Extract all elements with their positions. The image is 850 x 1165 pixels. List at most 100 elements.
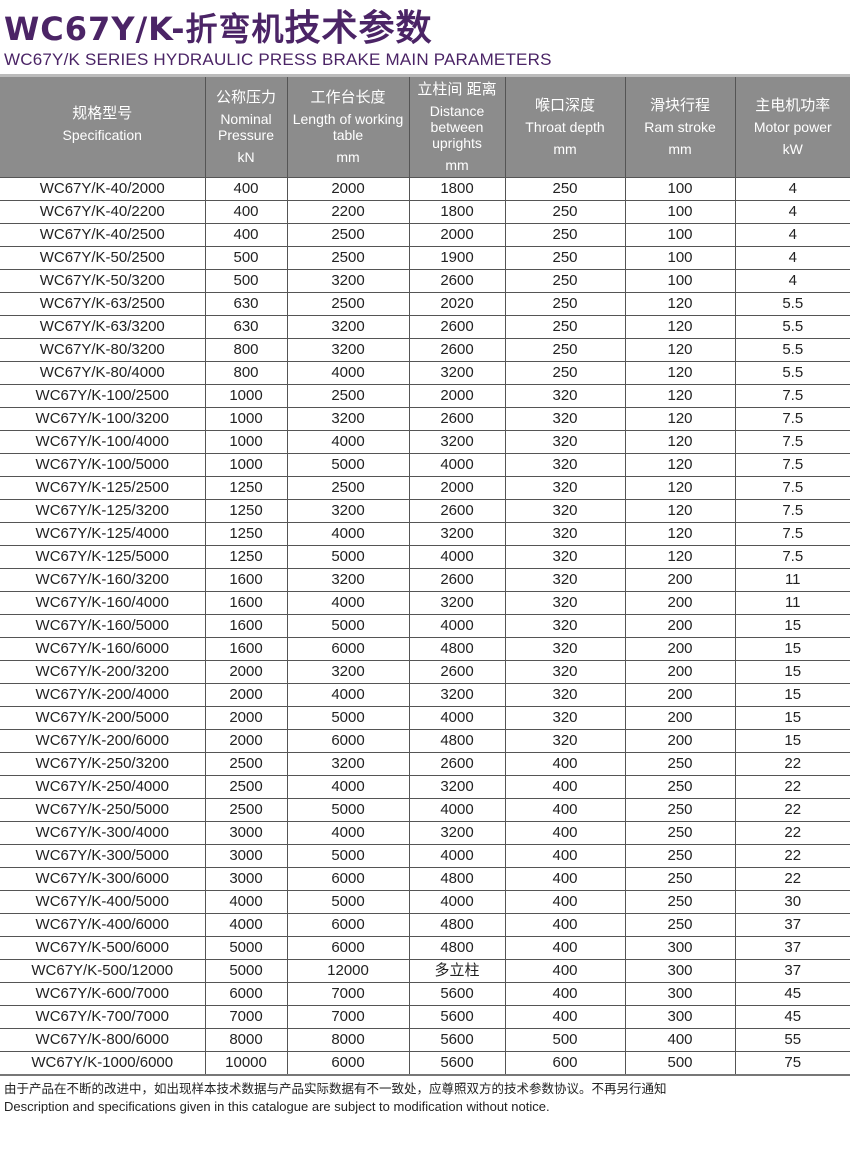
table-cell: 320 [504,499,625,523]
table-cell: 250 [504,338,625,362]
table-cell: 120 [624,476,735,500]
table-cell: 2600 [408,315,505,339]
table-cell: 4 [734,223,850,247]
table-row: WC67Y/K-200/6000 2000 6000 4800 320 200 15 [0,729,850,753]
table-cell: 45 [734,1005,850,1029]
table-cell: 7000 [204,1005,287,1029]
table-row: WC67Y/K-160/5000 1600 5000 4000 320 200 15 [0,614,850,638]
table-cell: WC67Y/K-250/4000 [0,775,205,799]
table-cell: 400 [504,890,625,914]
table-cell: WC67Y/K-400/5000 [0,890,205,914]
table-row: WC67Y/K-160/3200 1600 3200 2600 320 200 11 [0,568,850,592]
table-cell: 4000 [408,706,505,730]
table-cell: 100 [624,200,735,224]
table-cell: 3000 [204,867,287,891]
table-cell: 55 [734,1028,850,1052]
column-header: 滑块行程 Ram stroke mm [624,74,735,178]
table-cell: 2200 [286,200,409,224]
table-cell: 1000 [204,384,287,408]
table-cell: 2600 [408,568,505,592]
table-cell: 250 [624,821,735,845]
table-cell: 2000 [204,683,287,707]
table-cell: 320 [504,407,625,431]
table-cell: 2020 [408,292,505,316]
table-cell: WC67Y/K-100/4000 [0,430,205,454]
table-cell: 5000 [286,706,409,730]
table-cell: 3200 [408,821,505,845]
table-cell: 2600 [408,752,505,776]
table-row: WC67Y/K-250/4000 2500 4000 3200 400 250 22 [0,775,850,799]
table-cell: 3200 [408,591,505,615]
table-cell: 37 [734,913,850,937]
table-cell: 4000 [286,775,409,799]
table-cell: 6000 [286,936,409,960]
page-subtitle: WC67Y/K SERIES HYDRAULIC PRESS BRAKE MAI… [4,50,552,69]
table-cell: 1800 [408,200,505,224]
table-cell: WC67Y/K-800/6000 [0,1028,205,1052]
table-cell: 2500 [286,292,409,316]
table-cell: 200 [624,591,735,615]
table-cell: WC67Y/K-100/5000 [0,453,205,477]
table-cell: 400 [504,775,625,799]
note-chinese: 由于产品在不断的改进中，如出现样本技术数据与产品实际数据有不一致处，应尊照双方的… [4,1082,667,1096]
table-cell: 3200 [408,522,505,546]
table-cell: 320 [504,384,625,408]
table-cell: 1250 [204,522,287,546]
table-cell: WC67Y/K-80/4000 [0,361,205,385]
table-cell: 2500 [286,246,409,270]
column-header-unit: mm [668,141,692,157]
table-cell: 4000 [286,821,409,845]
table-cell: 300 [624,982,735,1006]
column-header-cn: 滑块行程 [649,97,710,114]
table-cell: 7.5 [734,522,850,546]
table-cell: 2000 [408,476,505,500]
table-cell: 1600 [204,591,287,615]
column-header-cn: 规格型号 [72,105,133,122]
table-cell: 2000 [408,384,505,408]
table-cell: 1250 [204,476,287,500]
table-cell: 7000 [286,982,409,1006]
table-cell: WC67Y/K-100/3200 [0,407,205,431]
table-row: WC67Y/K-40/2500 400 2500 2000 250 100 4 [0,223,850,247]
note-english: Description and specifications given in … [4,1099,550,1114]
table-cell: 400 [504,752,625,776]
table-cell: 4 [734,200,850,224]
table-cell: 250 [504,269,625,293]
column-header-cn: 工作台长度 [310,89,386,106]
table-cell: 2500 [204,752,287,776]
column-header-en: Distance between uprights [429,103,485,151]
table-cell: 250 [504,246,625,270]
table-cell: 3200 [286,315,409,339]
column-header: 工作台长度 Length of working table mm [286,74,409,178]
table-cell: 37 [734,936,850,960]
table-row: WC67Y/K-80/4000 800 4000 3200 250 120 5.5 [0,361,850,385]
table-cell: 120 [624,522,735,546]
table-row: WC67Y/K-125/4000 1250 4000 3200 320 120 7.5 [0,522,850,546]
table-cell: WC67Y/K-50/2500 [0,246,205,270]
table-cell: 320 [504,637,625,661]
table-cell: 250 [624,798,735,822]
table-cell: 5600 [408,1051,505,1076]
table-cell: 1600 [204,568,287,592]
table-cell: 6000 [286,729,409,753]
table-cell: 7.5 [734,407,850,431]
table-cell: 250 [624,913,735,937]
table-cell: 22 [734,752,850,776]
table-cell: 400 [504,913,625,937]
table-cell: 45 [734,982,850,1006]
table-row: WC67Y/K-1000/6000 10000 6000 5600 600 500 75 [0,1051,850,1076]
table-row: WC67Y/K-160/4000 1600 4000 3200 320 200 11 [0,591,850,615]
table-cell: 1600 [204,614,287,638]
table-cell: 100 [624,223,735,247]
table-cell: 320 [504,614,625,638]
table-cell: 4 [734,269,850,293]
table-cell: 4000 [204,890,287,914]
table-cell: 1900 [408,246,505,270]
table-cell: 120 [624,292,735,316]
table-row: WC67Y/K-100/5000 1000 5000 4000 320 120 7.5 [0,453,850,477]
table-cell: 1250 [204,499,287,523]
table-cell: 2600 [408,338,505,362]
table-cell: 5.5 [734,292,850,316]
table-cell: 400 [204,177,287,201]
table-body: WC67Y/K-40/2000 400 2000 1800 250 100 4 WC67Y/K… [0,177,850,1076]
